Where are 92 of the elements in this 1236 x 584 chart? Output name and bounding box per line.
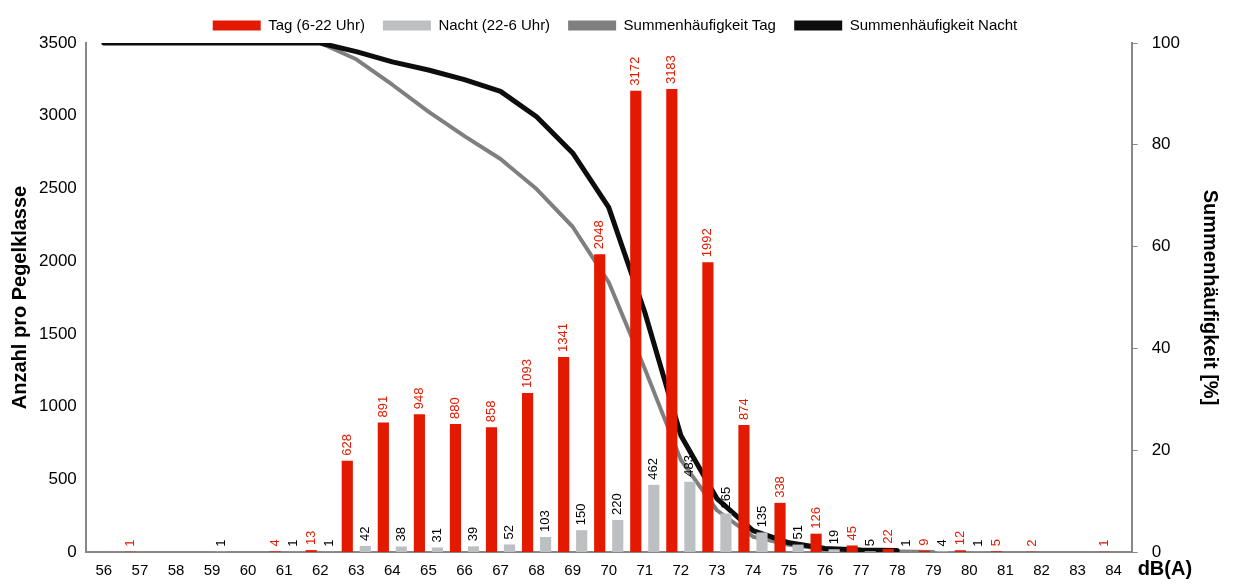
data-label: 3183 [663, 55, 679, 85]
y2-tick-label: 60 [1151, 236, 1171, 256]
x-tick-label: 62 [311, 561, 329, 579]
x-tick-label: 59 [203, 561, 221, 579]
legend-label: Summenhäufigkeit Nacht [849, 15, 1019, 33]
data-label: 880 [447, 397, 463, 420]
data-label: 13 [302, 530, 318, 546]
x-tick-label: 71 [636, 561, 654, 579]
x-tick-label: 78 [888, 561, 906, 579]
x-tick-label: 66 [456, 561, 473, 579]
data-label: 1 [320, 539, 336, 547]
y-axis-title: Anzahl pro Pegelklasse [7, 185, 30, 410]
data-label: 5 [987, 539, 1003, 547]
x-tick-label: 65 [420, 561, 437, 579]
y-tick-label: 2000 [38, 250, 77, 270]
y-tick-label: 1000 [38, 396, 77, 416]
data-label: 628 [338, 433, 354, 456]
data-label: 38 [392, 527, 408, 542]
x-tick-label: 57 [131, 561, 149, 579]
x-tick-label: 79 [924, 561, 942, 579]
x-tick-label: 70 [600, 561, 618, 579]
data-label: 1 [122, 539, 138, 547]
data-label: 1 [284, 539, 300, 547]
data-label: 483 [681, 455, 697, 477]
data-label: 5 [861, 539, 877, 547]
x-tick-label: 72 [672, 561, 690, 579]
x-tick-label: 61 [275, 561, 293, 579]
y-tick-label: 0 [67, 541, 77, 561]
x-tick-label: 80 [961, 561, 978, 579]
data-label: 135 [753, 505, 769, 528]
data-label: 22 [879, 529, 895, 544]
y-tick-label: 1500 [38, 323, 77, 343]
x-tick-label: 60 [239, 561, 257, 579]
data-label: 948 [410, 387, 426, 410]
data-label: 338 [771, 476, 787, 498]
x-tick-label: 58 [167, 561, 185, 579]
x-tick-label: 63 [347, 561, 365, 579]
data-label: 12 [951, 530, 967, 546]
data-label: 103 [537, 510, 553, 533]
data-label: 3172 [627, 56, 643, 86]
data-label: 9 [915, 538, 931, 546]
data-label: 874 [735, 398, 751, 420]
y-tick-label: 2500 [38, 178, 77, 198]
data-label: 4 [933, 539, 949, 547]
y-tick-label: 500 [48, 468, 77, 488]
legend-label: Summenhäufigkeit Tag [623, 15, 776, 33]
legend-label: Tag (6-22 Uhr) [268, 15, 365, 33]
y2-axis-title: Summenhäufigkeit [%] [1200, 189, 1223, 406]
data-label: 1341 [555, 323, 571, 352]
y-tick-label: 3000 [38, 105, 77, 125]
data-label: 1 [1096, 539, 1112, 547]
x-tick-label: 84 [1105, 561, 1122, 579]
y2-tick-label: 80 [1151, 134, 1171, 154]
data-label: 31 [429, 528, 445, 543]
data-label: 2 [1024, 539, 1040, 547]
y2-tick-label: 100 [1151, 32, 1181, 52]
data-label: 42 [356, 526, 372, 541]
y2-tick-label: 40 [1151, 338, 1171, 358]
x-tick-label: 64 [384, 561, 401, 579]
data-label: 45 [843, 525, 859, 541]
data-label: 150 [573, 503, 589, 526]
data-label: 39 [465, 526, 481, 542]
data-label: 1 [897, 539, 913, 547]
y-tick-label: 3500 [38, 32, 77, 52]
x-tick-label: 83 [1069, 561, 1086, 579]
x-tick-label: 76 [816, 561, 834, 579]
data-label: 1093 [519, 359, 535, 389]
data-label: 2048 [591, 220, 607, 250]
x-tick-label: 69 [564, 561, 582, 579]
data-label: 1992 [699, 228, 715, 258]
x-tick-label: 77 [852, 561, 870, 579]
x-tick-label: 75 [780, 561, 798, 579]
data-label: 52 [501, 524, 517, 540]
data-label: 19 [825, 529, 841, 545]
data-label: 220 [609, 493, 625, 516]
x-tick-label: 68 [528, 561, 545, 579]
x-tick-label: 56 [95, 561, 113, 579]
x-tick-label: 82 [1033, 561, 1050, 579]
data-label: 126 [807, 506, 823, 529]
data-label: 462 [645, 458, 661, 480]
data-label: 1 [212, 539, 228, 547]
y2-tick-label: 20 [1151, 439, 1171, 459]
data-label: 1 [969, 539, 985, 547]
x-tick-label: 73 [708, 561, 726, 579]
data-label: 891 [374, 395, 390, 418]
legend-label: Nacht (22-6 Uhr) [438, 15, 551, 33]
x-tick-label: 67 [492, 561, 509, 579]
x-tick-label: 74 [744, 561, 762, 579]
data-label: 51 [789, 525, 805, 540]
x-tick-label: 81 [997, 561, 1014, 579]
data-label: 4 [266, 539, 282, 547]
data-label: 858 [483, 400, 499, 423]
